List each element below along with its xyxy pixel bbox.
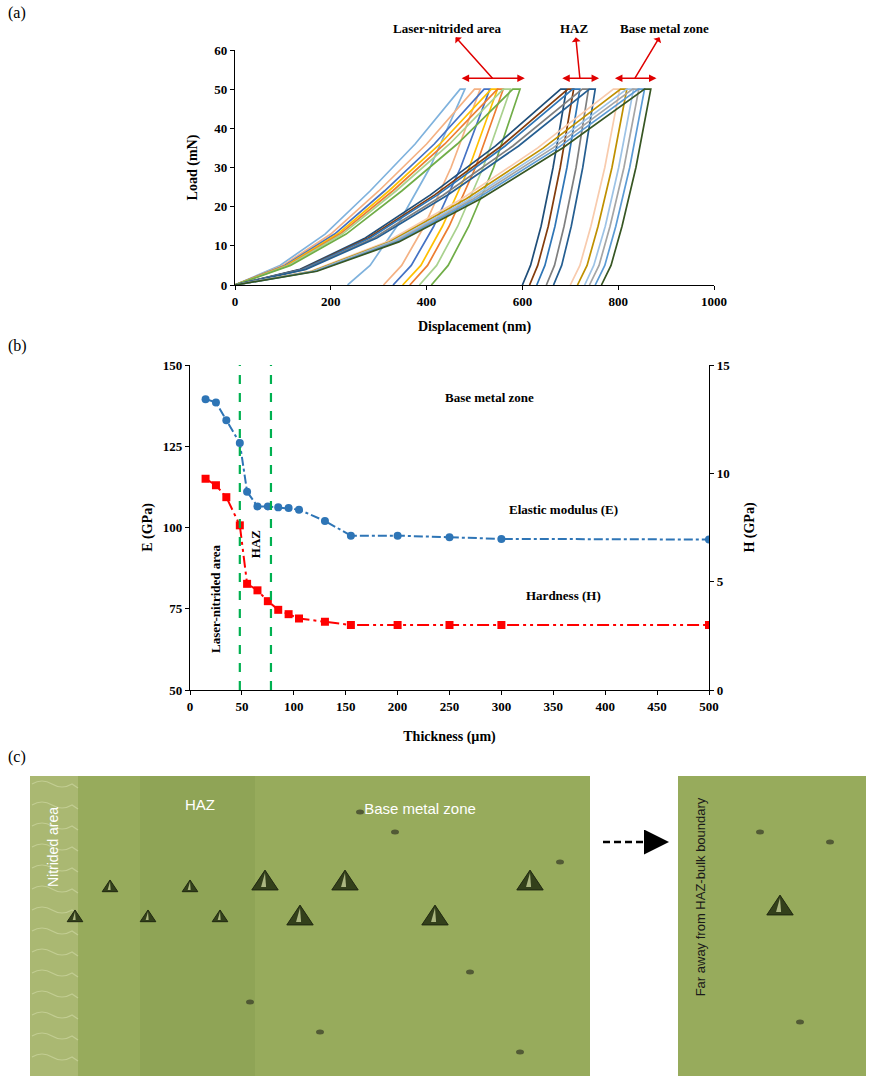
svg-text:800: 800 [608, 294, 628, 309]
svg-text:60: 60 [214, 43, 227, 58]
svg-text:200: 200 [321, 294, 341, 309]
svg-text:600: 600 [513, 294, 533, 309]
svg-text:5: 5 [717, 574, 724, 589]
svg-text:350: 350 [544, 699, 564, 714]
svg-text:0: 0 [717, 683, 724, 698]
svg-text:15: 15 [717, 358, 731, 373]
svg-text:1000: 1000 [701, 294, 727, 309]
svg-text:10: 10 [214, 238, 227, 253]
svg-text:Elastic modulus (E): Elastic modulus (E) [509, 502, 618, 517]
svg-text:E (GPa): E (GPa) [140, 503, 156, 552]
svg-text:125: 125 [163, 439, 183, 454]
svg-text:50: 50 [214, 82, 227, 97]
svg-text:75: 75 [169, 601, 183, 616]
html-text:(b): (b) [8, 337, 27, 354]
svg-text:100: 100 [284, 699, 304, 714]
svg-text:40: 40 [214, 121, 227, 136]
svg-text:150: 150 [163, 358, 183, 373]
svg-text:Displacement (nm): Displacement (nm) [418, 319, 531, 335]
svg-text:Base metal zone: Base metal zone [620, 21, 709, 36]
svg-text:HAZ: HAZ [248, 530, 263, 559]
svg-text:Load (mN): Load (mN) [185, 134, 201, 200]
svg-text:400: 400 [417, 294, 437, 309]
svg-text:H (GPa): H (GPa) [742, 502, 758, 552]
svg-text:Nitrided area: Nitrided area [45, 807, 61, 887]
svg-text:Base metal zone: Base metal zone [364, 800, 476, 817]
svg-text:0: 0 [232, 294, 239, 309]
svg-text:450: 450 [647, 699, 667, 714]
svg-text:0: 0 [221, 278, 228, 293]
svg-text:Laser-nitrided area: Laser-nitrided area [393, 21, 501, 36]
svg-text:200: 200 [388, 699, 408, 714]
svg-text:100: 100 [163, 520, 183, 535]
svg-text:HAZ: HAZ [185, 796, 215, 813]
html-text:(c): (c) [8, 748, 26, 765]
svg-text:250: 250 [440, 699, 460, 714]
svg-text:Far away from HAZ-bulk boundar: Far away from HAZ-bulk boundary [693, 797, 708, 996]
svg-text:HAZ: HAZ [560, 21, 589, 36]
svg-text:Laser-nitrided area: Laser-nitrided area [208, 544, 223, 652]
svg-text:500: 500 [699, 699, 719, 714]
svg-text:10: 10 [717, 466, 730, 481]
svg-text:Base metal zone: Base metal zone [445, 390, 534, 405]
svg-text:50: 50 [235, 699, 248, 714]
html-text:(a): (a) [8, 4, 26, 21]
svg-text:0: 0 [187, 699, 194, 714]
svg-text:50: 50 [169, 683, 182, 698]
svg-text:150: 150 [336, 699, 356, 714]
svg-text:400: 400 [595, 699, 615, 714]
svg-text:Thickness (µm): Thickness (µm) [403, 729, 496, 745]
svg-text:300: 300 [492, 699, 512, 714]
svg-text:30: 30 [214, 160, 227, 175]
svg-text:Hardness (H): Hardness (H) [526, 588, 601, 603]
svg-text:20: 20 [214, 199, 227, 214]
